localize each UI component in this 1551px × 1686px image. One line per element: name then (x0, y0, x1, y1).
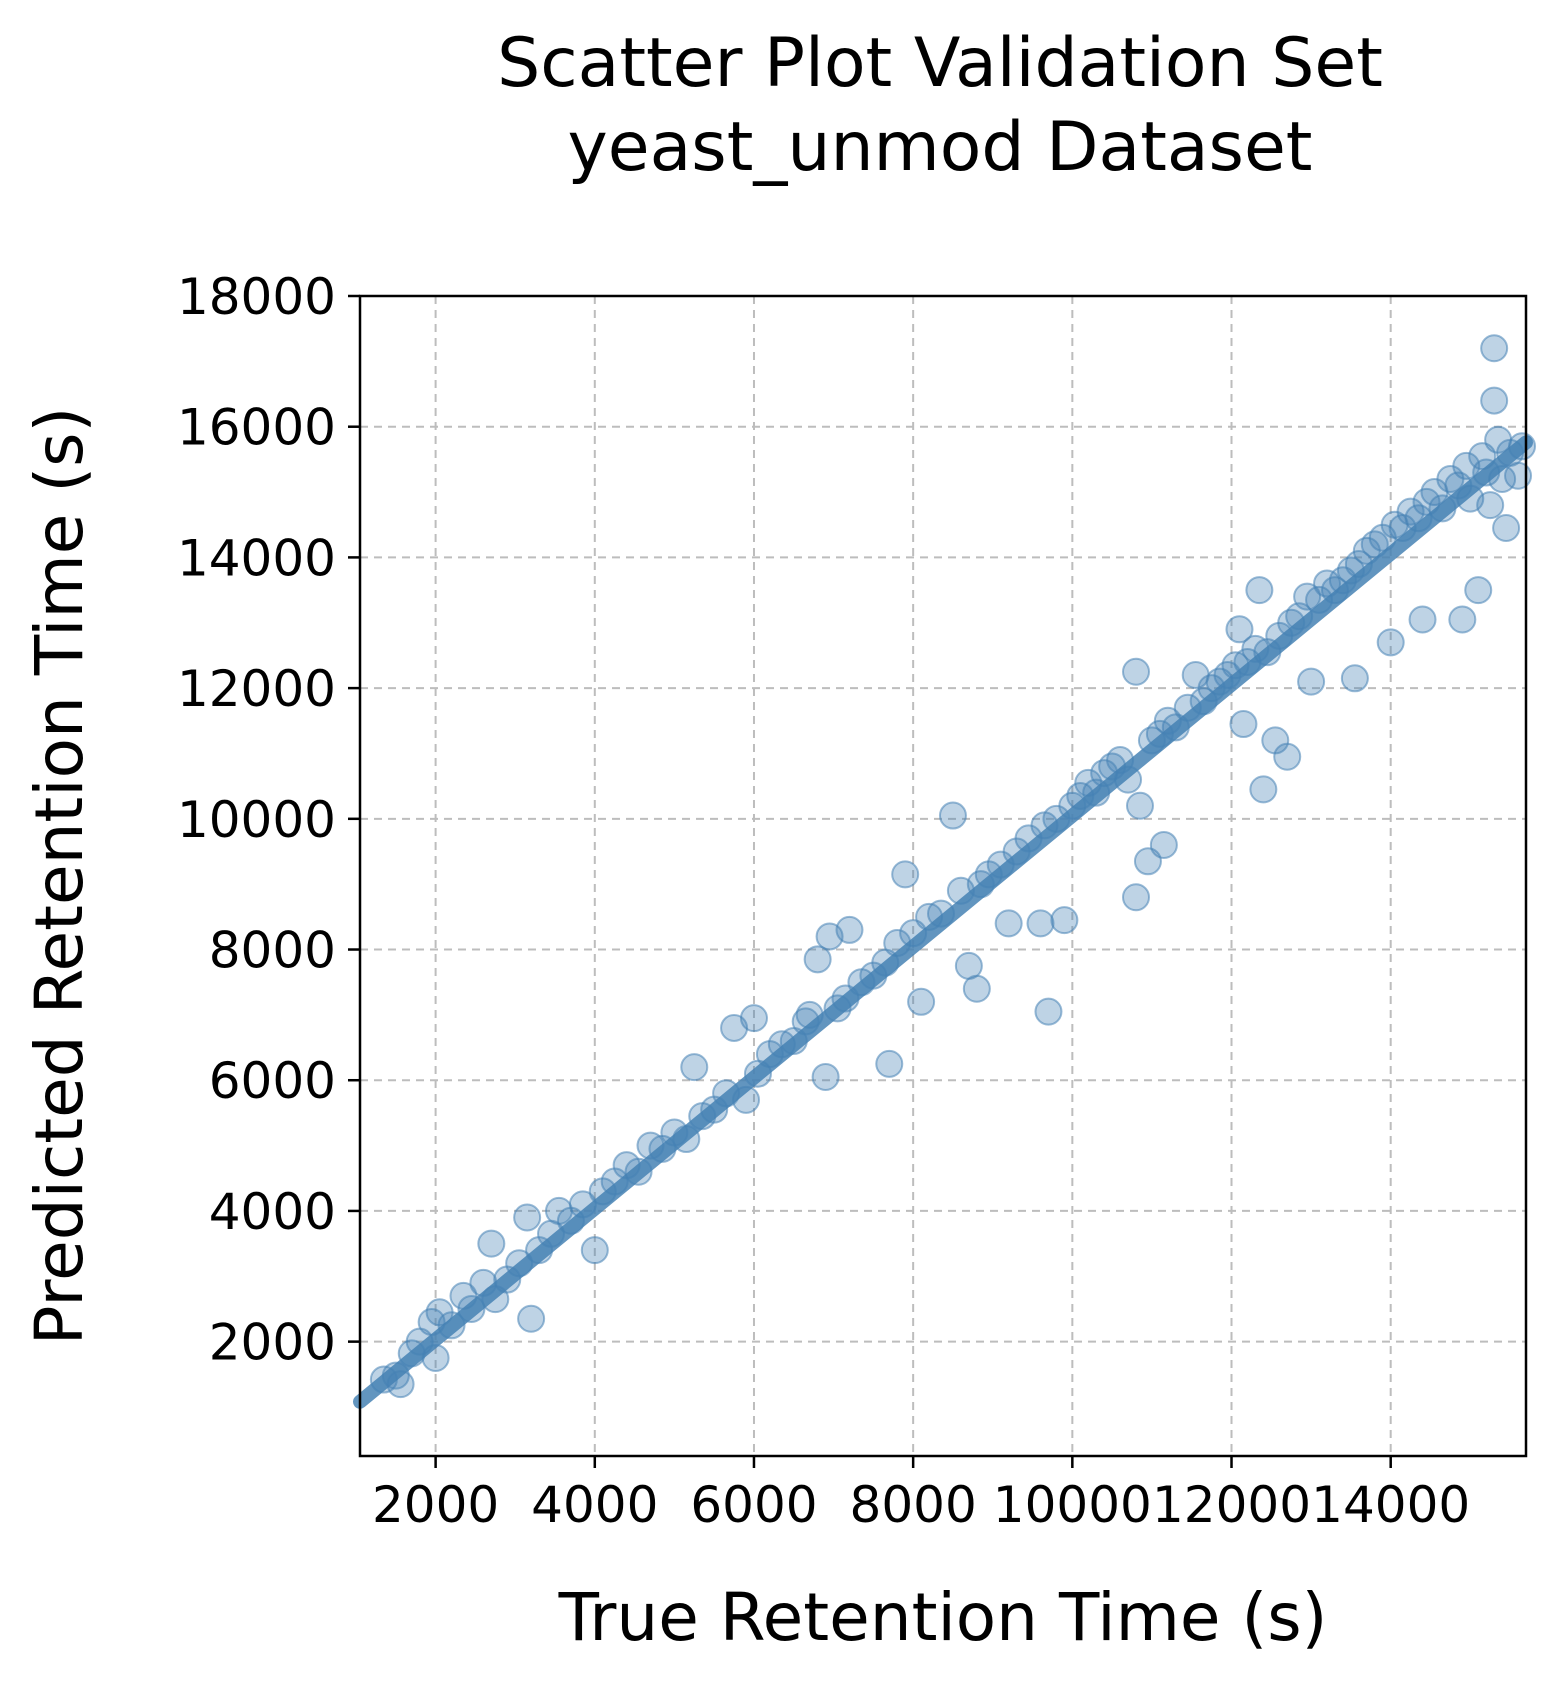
scatter-point-31 (672, 1125, 701, 1154)
scatter-point-58 (907, 987, 936, 1016)
scatter-point-55 (883, 928, 912, 957)
scatter-point-12 (477, 1229, 506, 1258)
x-tick-label-4: 10000 (993, 1476, 1152, 1534)
scatter-point-50 (835, 915, 864, 944)
scatter-point-95 (1189, 687, 1218, 716)
scatter-point-100 (1225, 615, 1254, 644)
scatter-point-45 (803, 945, 832, 974)
scatter-point-71 (1026, 909, 1055, 938)
scatter-point-60 (927, 899, 956, 928)
y-tick-label-2: 6000 (209, 1052, 336, 1110)
scatter-point-22 (568, 1190, 597, 1219)
data-points (369, 334, 1537, 1399)
scatter-point-89 (1145, 719, 1174, 748)
scatter-point-124 (1376, 628, 1405, 657)
scatter-point-17 (517, 1304, 546, 1333)
scatter-point-129 (1408, 605, 1437, 634)
scatter-point-10 (457, 1294, 486, 1323)
scatter-point-93 (1173, 693, 1202, 722)
scatter-point-68 (994, 909, 1023, 938)
plot-frame (358, 294, 1528, 1458)
scatter-point-101 (1229, 710, 1258, 739)
scatter-point-85 (1122, 883, 1151, 912)
x-tick-label-1: 4000 (531, 1476, 658, 1534)
x-tick-label-0: 2000 (372, 1476, 499, 1534)
scatter-point-105 (1249, 775, 1278, 804)
scatter-point-132 (1428, 494, 1457, 523)
scatter-point-113 (1297, 667, 1326, 696)
y-tick-label-1: 4000 (209, 1183, 336, 1241)
grid-lines (360, 295, 1526, 1456)
chart-title-line-1: Scatter Plot Validation Set (497, 24, 1383, 103)
scatter-point-135 (1448, 605, 1477, 634)
scatter-point-143 (1480, 334, 1509, 363)
scatter-point-86 (1125, 791, 1154, 820)
scatter-point-7 (421, 1343, 450, 1372)
y-axis-label: Predicted Retention Time (s) (21, 407, 98, 1345)
x-tick-label-2: 6000 (690, 1476, 817, 1534)
scatter-point-54 (875, 1049, 904, 1078)
y-tick-label-3: 8000 (209, 922, 336, 980)
y-tick-label-5: 12000 (177, 660, 336, 718)
scatter-point-83 (1114, 765, 1143, 794)
scatter-point-27 (624, 1157, 653, 1186)
scatter-point-16 (513, 1203, 542, 1232)
scatter-point-56 (891, 860, 920, 889)
scatter-point-32 (680, 1053, 709, 1082)
scatter-point-141 (1476, 491, 1505, 520)
y-axis-ticks: 2000 4000 6000 8000 10000 12000 14000 16000 1800… (177, 268, 360, 1372)
scatter-point-9 (449, 1281, 478, 1310)
scatter-point-90 (1149, 830, 1178, 859)
scatter-point-73 (1034, 997, 1063, 1026)
scatter-point-44 (795, 1000, 824, 1029)
scatter-point-46 (811, 1062, 840, 1091)
y-tick-label-4: 10000 (177, 791, 336, 849)
y-tick-label-6: 14000 (177, 529, 336, 587)
scatter-point-114 (1305, 585, 1334, 614)
scatter-point-104 (1245, 576, 1274, 605)
scatter-point-140 (1472, 458, 1501, 487)
x-axis-ticks: 2000 4000 6000 8000 10000 12000 14000 (372, 1456, 1470, 1534)
scatter-point-126 (1388, 514, 1417, 542)
scatter-point-8 (437, 1311, 466, 1340)
x-tick-label-3: 8000 (850, 1476, 977, 1534)
scatter-point-128 (1404, 504, 1433, 533)
scatter-point-138 (1464, 576, 1493, 605)
scatter-point-15 (505, 1249, 534, 1278)
scatter-point-119 (1340, 664, 1369, 693)
x-tick-label-5: 12000 (1152, 1476, 1311, 1534)
scatter-point-148 (1504, 461, 1533, 490)
scatter-point-2 (386, 1370, 415, 1399)
scatter-point-109 (1273, 742, 1302, 771)
scatter-point-149 (1508, 432, 1537, 461)
scatter-point-75 (1050, 906, 1079, 935)
scatter-point-37 (732, 1085, 761, 1114)
x-axis-label: True Retention Time (s) (558, 1579, 1328, 1656)
scatter-point-146 (1492, 514, 1521, 542)
scatter-point-23 (580, 1236, 609, 1265)
scatter-point-39 (739, 1004, 768, 1033)
scatter-point-120 (1344, 549, 1373, 578)
chart-title-line-2: yeast_unmod Dataset (568, 108, 1313, 187)
scatter-point-1 (381, 1361, 410, 1390)
scatter-point-61 (938, 801, 967, 830)
y-tick-label-7: 16000 (177, 399, 336, 457)
scatter-point-142 (1480, 386, 1509, 415)
scatter-point-64 (962, 974, 991, 1003)
y-tick-label-8: 18000 (177, 268, 336, 326)
x-tick-label-6: 14000 (1311, 1476, 1470, 1534)
scatter-point-84 (1122, 657, 1151, 686)
y-tick-label-0: 2000 (209, 1314, 336, 1372)
